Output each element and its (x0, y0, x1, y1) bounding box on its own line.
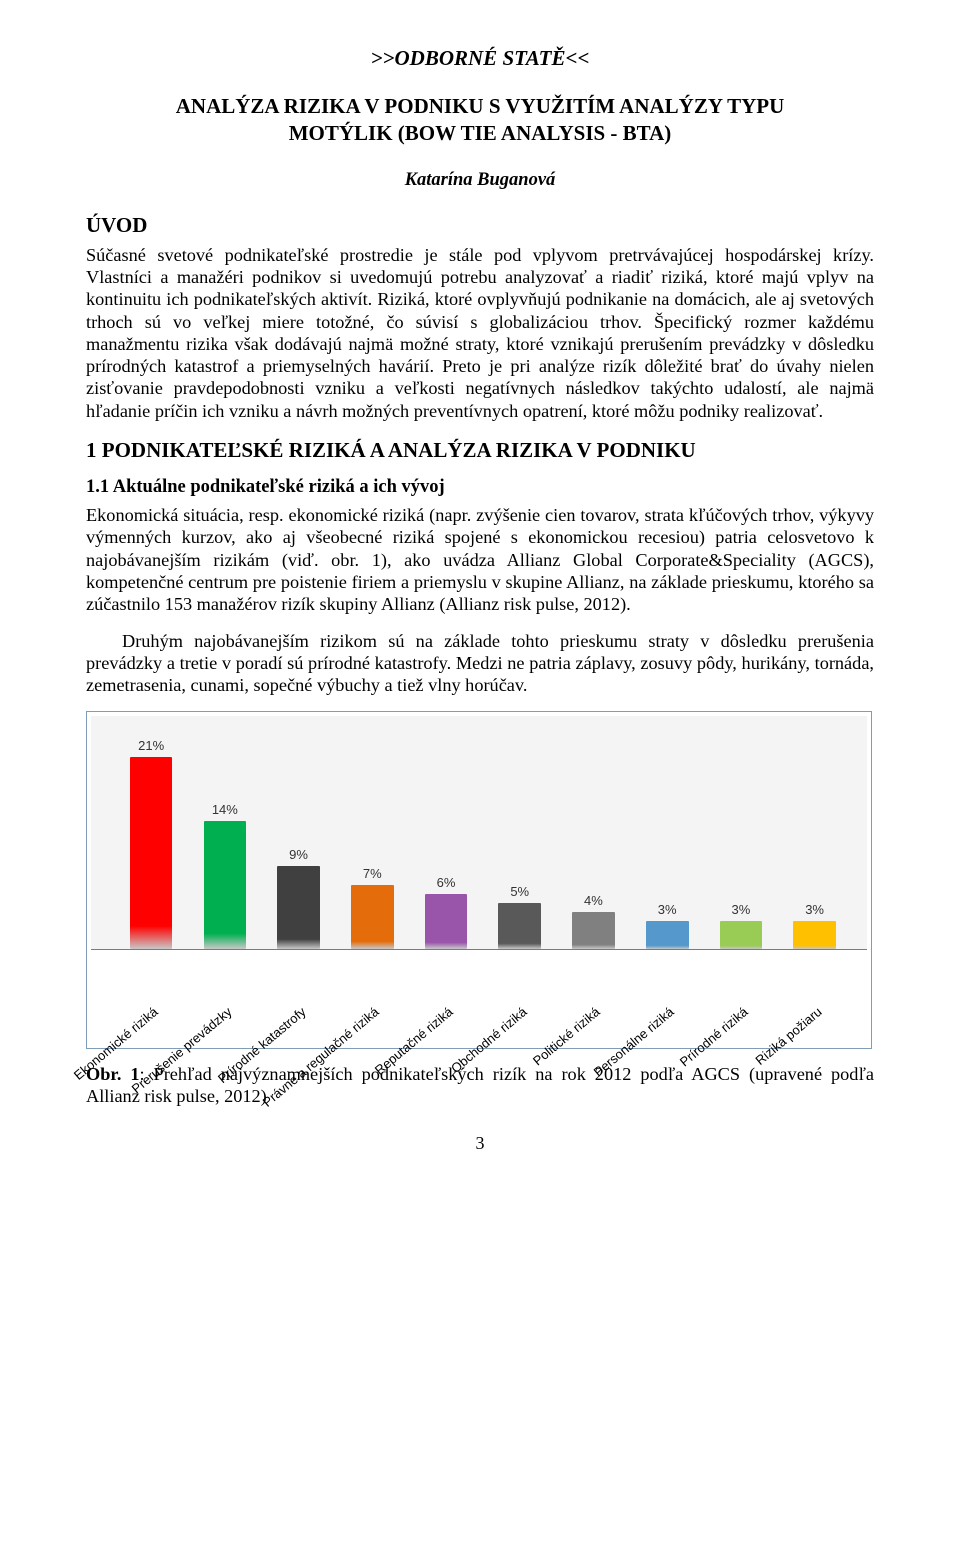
author: Katarína Buganová (86, 170, 874, 191)
bar-value-label: 4% (584, 893, 603, 908)
bar-value-label: 9% (289, 847, 308, 862)
bar-3: 7% (351, 866, 394, 949)
figure-caption-text: : Prehľad najvýznamnejších podnikateľský… (86, 1064, 874, 1106)
bar-value-label: 3% (658, 902, 677, 917)
bar-rect (351, 885, 394, 949)
bar-9: 3% (793, 902, 836, 948)
bar-rect (498, 903, 541, 949)
title-line-1: ANALÝZA RIZIKA V PODNIKU S VYUŽITÍM ANAL… (176, 94, 785, 118)
title-line-2: MOTÝLIK (BOW TIE ANALYSIS - BTA) (289, 121, 672, 145)
bar-rect (277, 866, 320, 948)
bar-6: 4% (572, 893, 615, 949)
bar-rect (425, 894, 468, 949)
bar-rect (720, 921, 763, 948)
page-number: 3 (86, 1133, 874, 1154)
bar-7: 3% (646, 902, 689, 948)
document-title: ANALÝZA RIZIKA V PODNIKU S VYUŽITÍM ANAL… (86, 93, 874, 148)
bar-1: 14% (204, 802, 247, 949)
heading-1: 1 PODNIKATEĽSKÉ RIZIKÁ A ANALÝZA RIZIKA … (86, 438, 874, 463)
header-mark: >>ODBORNÉ STATĚ<< (86, 46, 874, 71)
category-label: Prírodné riziká (677, 1004, 751, 1069)
figure-caption: Obr. 1: Prehľad najvýznamnejších podnika… (86, 1063, 874, 1108)
bar-2: 9% (277, 847, 320, 948)
bar-rect (793, 921, 836, 948)
bar-value-label: 14% (212, 802, 238, 817)
chart-x-axis: Ekonomické rizikáPrerušenie prevádzkyPrí… (91, 950, 867, 1046)
paragraph-3: Druhým najobávanejším rizikom sú na zákl… (86, 630, 874, 697)
section-intro-heading: ÚVOD (86, 213, 874, 238)
category-label: Riziká požiaru (752, 1004, 824, 1068)
bar-rect (130, 757, 173, 949)
bar-value-label: 3% (731, 902, 750, 917)
bar-value-label: 21% (138, 738, 164, 753)
bar-0: 21% (130, 738, 173, 949)
bar-value-label: 7% (363, 866, 382, 881)
bar-value-label: 6% (437, 875, 456, 890)
intro-paragraph: Súčasné svetové podnikateľské prostredie… (86, 244, 874, 423)
bar-value-label: 5% (510, 884, 529, 899)
bar-value-label: 3% (805, 902, 824, 917)
paragraph-2: Ekonomická situácia, resp. ekonomické ri… (86, 504, 874, 616)
bar-5: 5% (498, 884, 541, 949)
bar-chart: 21% 14% 9% 7% 6% 5% 4% 3% 3% 3% Ekonomické riziká… (86, 711, 872, 1049)
bar-rect (204, 821, 247, 949)
bar-4: 6% (425, 875, 468, 949)
category-label: Politické riziká (530, 1004, 603, 1068)
chart-plot-area: 21% 14% 9% 7% 6% 5% 4% 3% 3% 3% (91, 716, 867, 950)
bar-rect (646, 921, 689, 948)
bar-8: 3% (720, 902, 763, 948)
bar-rect (572, 912, 615, 949)
heading-1-1: 1.1 Aktuálne podnikateľské riziká a ich … (86, 477, 874, 498)
